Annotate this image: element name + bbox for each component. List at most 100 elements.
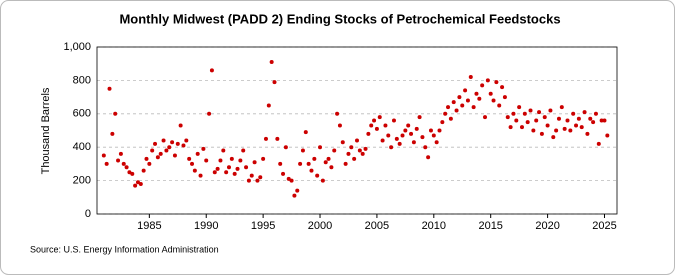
point bbox=[534, 118, 539, 123]
point bbox=[144, 156, 149, 161]
point bbox=[494, 80, 499, 85]
point bbox=[113, 111, 118, 116]
point bbox=[104, 161, 109, 166]
point bbox=[409, 131, 414, 136]
point bbox=[130, 171, 135, 176]
point bbox=[545, 123, 550, 128]
point bbox=[488, 91, 493, 96]
point bbox=[406, 123, 411, 128]
point bbox=[261, 156, 266, 161]
point bbox=[446, 105, 451, 110]
point bbox=[238, 158, 243, 163]
point bbox=[170, 140, 175, 145]
point bbox=[212, 170, 217, 175]
point bbox=[426, 155, 431, 160]
point bbox=[511, 111, 516, 116]
point bbox=[147, 161, 152, 166]
x-tick-label: 1985 bbox=[137, 220, 161, 232]
point bbox=[440, 120, 445, 125]
point bbox=[483, 115, 488, 120]
y-tick-label: 800 bbox=[73, 74, 91, 86]
point bbox=[340, 140, 345, 145]
point bbox=[303, 130, 308, 135]
point bbox=[437, 128, 442, 133]
point bbox=[360, 151, 365, 156]
point bbox=[434, 140, 439, 145]
point bbox=[485, 78, 490, 83]
x-tick-label: 2010 bbox=[422, 220, 446, 232]
y-tick-label: 200 bbox=[73, 175, 91, 187]
point bbox=[181, 143, 186, 148]
point bbox=[585, 131, 590, 136]
point bbox=[292, 193, 297, 198]
point bbox=[326, 156, 331, 161]
point bbox=[391, 118, 396, 123]
point bbox=[323, 160, 328, 165]
point bbox=[195, 151, 200, 156]
point bbox=[414, 126, 419, 131]
point bbox=[101, 153, 106, 158]
point bbox=[565, 118, 570, 123]
point bbox=[172, 153, 177, 158]
point bbox=[386, 133, 391, 138]
point bbox=[451, 100, 456, 105]
point bbox=[283, 145, 288, 150]
point bbox=[463, 88, 468, 93]
point bbox=[178, 123, 183, 128]
point bbox=[138, 181, 143, 186]
point bbox=[118, 151, 123, 156]
point bbox=[355, 138, 359, 143]
plot-border bbox=[96, 46, 618, 215]
y-tick-label: 0 bbox=[85, 208, 91, 220]
point bbox=[593, 111, 598, 116]
chart-title: Monthly Midwest (PADD 2) Ending Stocks o… bbox=[119, 11, 560, 26]
point bbox=[394, 136, 399, 141]
point bbox=[255, 178, 260, 183]
y-tick-label: 1,000 bbox=[63, 41, 91, 53]
point bbox=[554, 128, 559, 133]
point bbox=[480, 83, 485, 88]
point bbox=[266, 103, 271, 108]
point bbox=[537, 110, 542, 115]
point bbox=[224, 170, 229, 175]
point bbox=[329, 165, 334, 170]
point bbox=[582, 110, 587, 115]
point bbox=[389, 145, 394, 150]
point bbox=[514, 118, 519, 123]
point bbox=[568, 128, 573, 133]
point bbox=[218, 158, 223, 163]
point bbox=[175, 141, 180, 146]
point bbox=[574, 123, 579, 128]
point bbox=[602, 118, 607, 123]
point bbox=[221, 148, 226, 153]
point bbox=[275, 136, 280, 141]
point bbox=[187, 156, 192, 161]
point bbox=[366, 131, 371, 136]
point bbox=[599, 118, 604, 123]
point bbox=[312, 156, 317, 161]
point bbox=[337, 123, 342, 128]
point bbox=[428, 128, 433, 133]
y-axis-label: Thousand Barrels bbox=[40, 87, 52, 174]
point bbox=[215, 166, 220, 171]
point bbox=[431, 133, 436, 138]
point bbox=[346, 151, 351, 156]
point bbox=[167, 145, 172, 150]
point bbox=[383, 123, 388, 128]
point bbox=[539, 131, 544, 136]
point bbox=[372, 118, 377, 123]
point bbox=[201, 146, 206, 151]
point bbox=[528, 108, 533, 113]
point bbox=[335, 111, 340, 116]
point bbox=[241, 148, 246, 153]
x-tick-label: 2020 bbox=[535, 220, 559, 232]
point bbox=[519, 125, 524, 130]
point bbox=[192, 168, 197, 173]
point bbox=[551, 135, 556, 140]
point bbox=[397, 141, 402, 146]
point bbox=[209, 68, 214, 73]
point bbox=[468, 75, 473, 80]
point bbox=[252, 160, 257, 165]
point bbox=[591, 120, 596, 125]
